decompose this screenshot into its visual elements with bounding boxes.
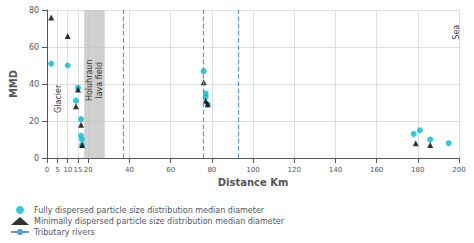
svg-text:0: 0 [45,166,49,174]
svg-text:10: 10 [63,166,72,174]
svg-text:15: 15 [74,166,83,174]
svg-text:100: 100 [246,166,259,174]
svg-text:80: 80 [29,6,39,15]
svg-text:120: 120 [288,166,301,174]
svg-text:200: 200 [452,166,465,174]
svg-text:160: 160 [370,166,383,174]
svg-text:Holuhraun: Holuhraun [85,59,94,101]
svg-text:40: 40 [125,166,134,174]
svg-text:60: 60 [166,166,175,174]
svg-text:MMD: MMD [8,70,19,98]
svg-text:5: 5 [55,166,59,174]
svg-text:Distance Km: Distance Km [218,177,289,188]
svg-text:40: 40 [29,80,39,89]
svg-text:Minimally dispersed particle s: Minimally dispersed particle size distri… [34,217,285,226]
svg-text:Glacier: Glacier [54,84,63,113]
svg-text:20: 20 [84,166,93,174]
svg-text:Sea: Sea [452,25,461,40]
svg-text:80: 80 [207,166,216,174]
svg-text:20: 20 [29,117,39,126]
svg-text:Tributary rivers: Tributary rivers [33,228,95,237]
svg-text:0: 0 [34,154,39,163]
svg-text:180: 180 [411,166,424,174]
svg-text:lava field: lava field [95,62,104,99]
svg-text:Fully dispersed particle size: Fully dispersed particle size distributi… [34,206,265,215]
svg-text:60: 60 [29,43,39,52]
svg-text:140: 140 [329,166,342,174]
